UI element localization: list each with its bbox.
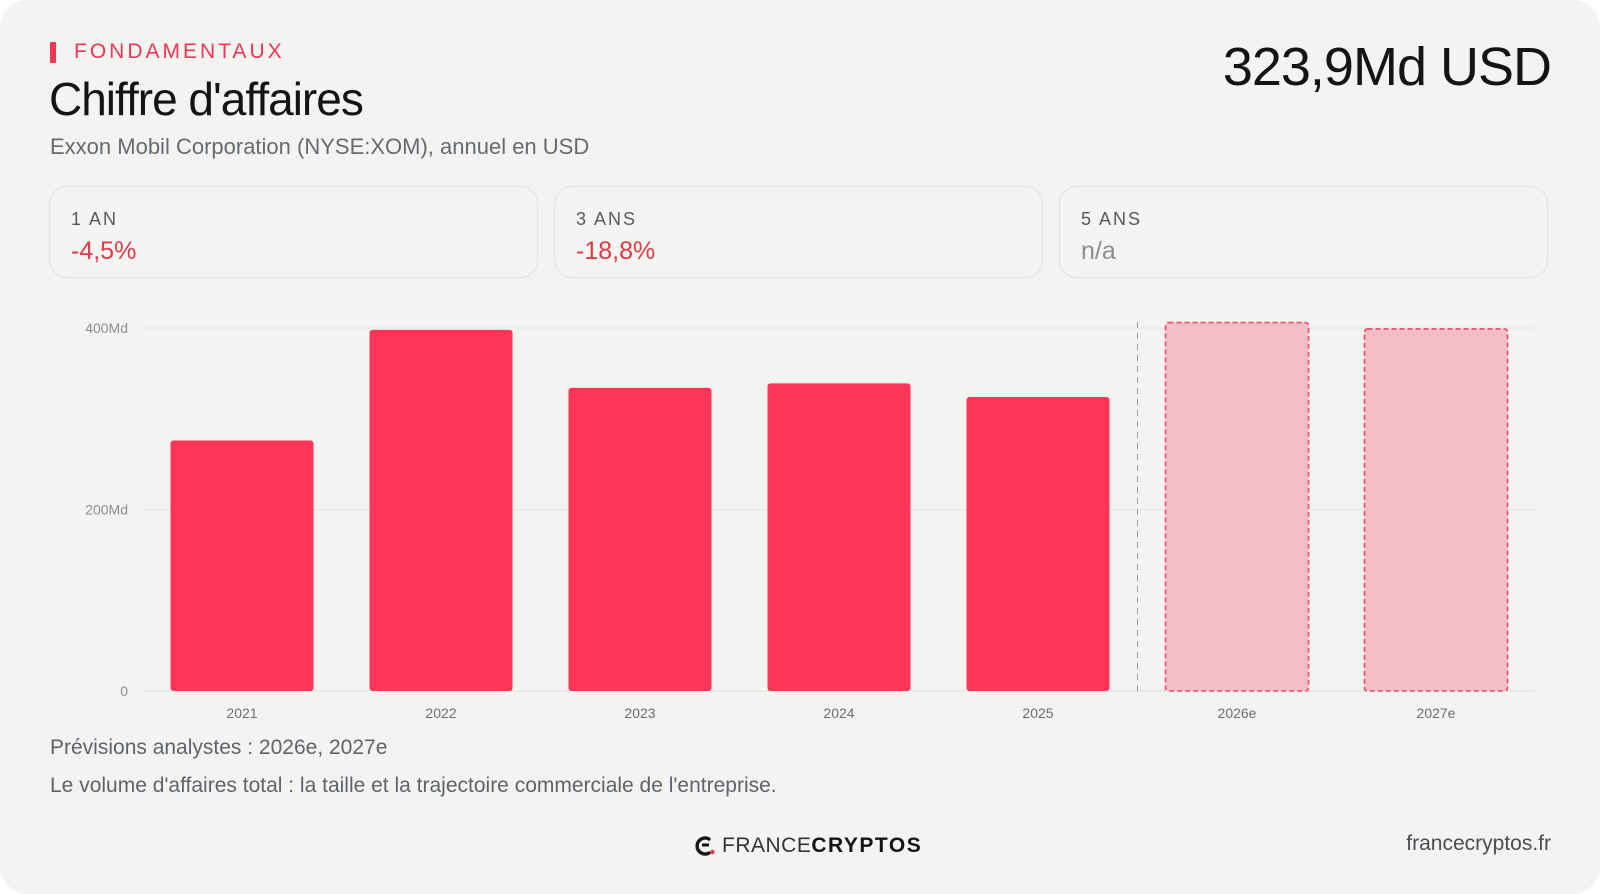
page-title: Chiffre d'affaires	[49, 73, 364, 125]
stat-label: 5 ANS	[1081, 209, 1143, 229]
revenue-bar-chart: 0 200Md 400Md 2021 2022 2023 2024 2025 2026e 2027…	[85, 320, 1535, 721]
site-link[interactable]: francecryptos.fr	[1406, 832, 1551, 855]
stat-card-5y: 5 ANS n/a	[1059, 186, 1548, 278]
x-tick-label: 2027e	[1417, 705, 1456, 721]
bar	[369, 329, 513, 691]
brand-name-light: FRANCE	[722, 834, 812, 857]
bar-forecast	[1363, 328, 1509, 692]
x-tick-label: 2026e	[1218, 705, 1257, 721]
eyebrow-label: FONDAMENTAUX	[74, 40, 285, 63]
stat-card-3y: 3 ANS -18,8%	[554, 186, 1043, 278]
stat-value: -4,5%	[71, 237, 137, 265]
page-subtitle: Exxon Mobil Corporation (NYSE:XOM), annu…	[50, 134, 590, 159]
stat-value: n/a	[1081, 237, 1116, 265]
brand-logo: FRANCE CRYPTOS	[694, 834, 922, 858]
bar-forecast	[1164, 321, 1310, 692]
x-tick-label: 2024	[823, 705, 854, 721]
stat-card-1y: 1 AN -4,5%	[49, 186, 538, 278]
stat-label: 1 AN	[71, 209, 119, 229]
y-tick-label: 0	[120, 683, 128, 699]
description-note: Le volume d'affaires total : la taille e…	[50, 774, 777, 797]
x-tick-label: 2022	[425, 705, 456, 721]
forecast-note: Prévisions analystes : 2026e, 2027e	[50, 736, 388, 759]
y-tick-label: 200Md	[85, 502, 128, 518]
stat-label: 3 ANS	[576, 209, 638, 229]
x-tick-label: 2025	[1022, 705, 1053, 721]
bar	[767, 383, 911, 691]
x-tick-label: 2023	[624, 705, 655, 721]
y-tick-label: 400Md	[85, 320, 128, 336]
brand-mark-icon	[695, 836, 715, 856]
stat-value: -18,8%	[576, 237, 656, 265]
bar	[966, 397, 1110, 691]
section-eyebrow: FONDAMENTAUX	[50, 40, 285, 64]
bar	[568, 387, 712, 691]
brand-name-bold: CRYPTOS	[811, 834, 923, 857]
x-tick-label: 2021	[226, 705, 257, 721]
bar	[170, 440, 314, 691]
headline-value: 323,9Md USD	[1222, 37, 1552, 97]
eyebrow-accent-bar	[50, 41, 56, 63]
